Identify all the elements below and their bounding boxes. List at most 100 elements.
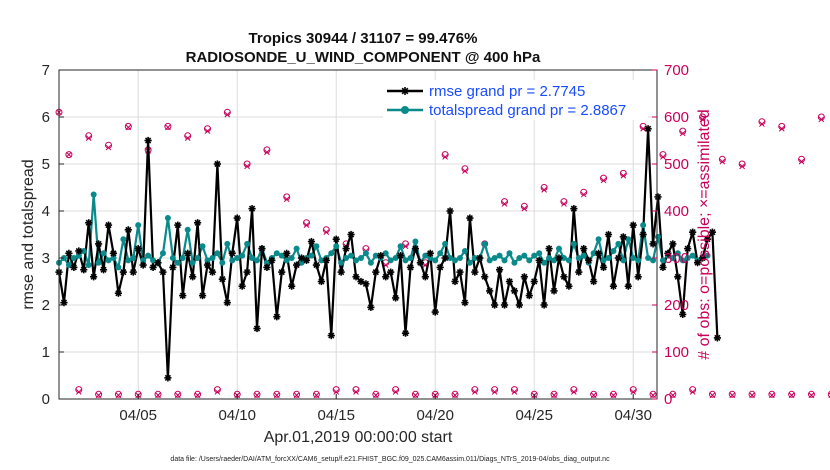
- obs-assimilated-point: [729, 392, 736, 399]
- rmse-point-stroke: [709, 229, 716, 236]
- rmse-point: [471, 268, 479, 276]
- obs-assimilated-point: [640, 125, 646, 132]
- legend: rmse grand pr = 2.7745 totalspread grand…: [383, 80, 648, 120]
- obs-assimilated-stroke: [600, 177, 607, 184]
- obs-assimilated-stroke: [412, 392, 419, 399]
- rmse-point-stroke: [486, 287, 493, 295]
- plot-area: [59, 70, 657, 399]
- obs-possible-point: [451, 390, 459, 398]
- obs-assimilated-stroke: [709, 392, 716, 399]
- obs-assimilated-point: [739, 163, 745, 170]
- rmse-point-stroke: [437, 264, 444, 271]
- obs-assimilated-point: [442, 154, 448, 160]
- obs-assimilated-stroke: [630, 389, 637, 395]
- rmse-point: [149, 263, 157, 271]
- rmse-point-stroke: [229, 250, 236, 257]
- rmse-point: [693, 259, 702, 267]
- obs-assimilated-point: [323, 229, 330, 236]
- rmse-point: [466, 214, 474, 222]
- rmse-point-stroke: [471, 268, 478, 276]
- rmse-point-stroke: [303, 257, 310, 264]
- totalspread-point: [372, 252, 379, 259]
- totalspread-point: [169, 255, 176, 261]
- totalspread-point: [135, 222, 142, 229]
- rmse-point: [491, 301, 499, 309]
- rmse-point: [411, 245, 420, 253]
- rmse-point-stroke: [432, 308, 439, 316]
- rmse-point-stroke: [382, 273, 389, 280]
- obs-possible-point: [372, 390, 380, 398]
- rmse-point: [664, 249, 672, 257]
- rmse-point: [327, 331, 335, 340]
- obs-assimilated-point: [273, 392, 280, 399]
- obs-possible-point: [253, 390, 261, 398]
- totalspread-point: [229, 257, 236, 264]
- obs-assimilated-point: [264, 149, 270, 156]
- rmse-point: [139, 261, 147, 269]
- totalspread-point: [526, 257, 533, 264]
- rmse-point-stroke: [461, 299, 469, 306]
- rmse-point-stroke: [120, 268, 127, 276]
- totalspread-point: [640, 222, 647, 229]
- obs-assimilated-point: [471, 389, 478, 395]
- rmse-point-stroke: [184, 250, 191, 257]
- legend-spread-marker: [401, 106, 409, 114]
- obs-assimilated-stroke: [739, 163, 745, 170]
- rmse-point-stroke: [496, 266, 503, 273]
- rmse-point: [124, 226, 132, 234]
- totalspread-point: [179, 255, 186, 261]
- totalspread-point: [422, 252, 429, 259]
- rmse-point-stroke: [174, 221, 181, 229]
- rmse-point: [545, 245, 553, 253]
- totalspread-point: [689, 252, 696, 259]
- legend-box: [383, 80, 648, 120]
- obs-assimilated-stroke: [254, 392, 260, 399]
- rmse-point-stroke: [615, 254, 622, 262]
- obs-assimilated-stroke: [719, 158, 726, 165]
- rmse-point-stroke: [674, 273, 681, 280]
- totalspread-point: [650, 257, 657, 264]
- rmse-point: [189, 273, 197, 281]
- y-right-tick-label: 100: [664, 344, 689, 361]
- rmse-point-stroke: [427, 250, 434, 257]
- obs-assimilated-stroke: [333, 389, 340, 395]
- rmse-point-stroke: [209, 268, 216, 276]
- rmse-point-stroke: [70, 264, 77, 271]
- rmse-point-stroke: [283, 250, 290, 257]
- rmse-point: [486, 287, 494, 295]
- obs-assimilated-point: [511, 389, 518, 395]
- rmse-point: [684, 245, 692, 253]
- obs-assimilated-stroke: [570, 389, 577, 395]
- rmse-point: [382, 273, 390, 281]
- obs-assimilated-stroke: [244, 163, 250, 170]
- rmse-point-stroke: [105, 221, 112, 229]
- totalspread-point: [511, 259, 518, 266]
- y-right-tick-label: 0: [664, 391, 672, 408]
- obs-assimilated-stroke: [689, 389, 696, 395]
- rmse-point: [248, 205, 256, 213]
- rmse-point: [154, 259, 162, 267]
- obs-assimilated-stroke: [729, 392, 736, 399]
- totalspread-point: [348, 252, 355, 259]
- obs-assimilated-point: [759, 121, 765, 127]
- rmse-point-stroke: [362, 280, 370, 287]
- obs-assimilated-point: [551, 392, 557, 399]
- rmse-point: [540, 301, 548, 309]
- rmse-point: [624, 282, 632, 290]
- obs-possible-point: [550, 390, 558, 398]
- obs-assimilated-point: [669, 392, 676, 399]
- rmse-point-stroke: [659, 264, 667, 271]
- rmse-point-stroke: [338, 268, 345, 276]
- totalspread-point: [244, 240, 251, 247]
- obs-assimilated-point: [204, 128, 211, 134]
- obs-assimilated-stroke: [798, 158, 805, 165]
- obs-assimilated-stroke: [353, 389, 359, 395]
- rmse-point: [476, 254, 484, 262]
- rmse-point: [90, 273, 98, 281]
- legend-rmse-label: rmse grand pr = 2.7745: [429, 83, 585, 100]
- totalspread-point: [531, 252, 538, 259]
- obs-assimilated-point: [95, 392, 102, 399]
- totalspread-point: [80, 247, 87, 254]
- obs-assimilated-point: [630, 389, 637, 395]
- obs-possible-point: [768, 390, 776, 398]
